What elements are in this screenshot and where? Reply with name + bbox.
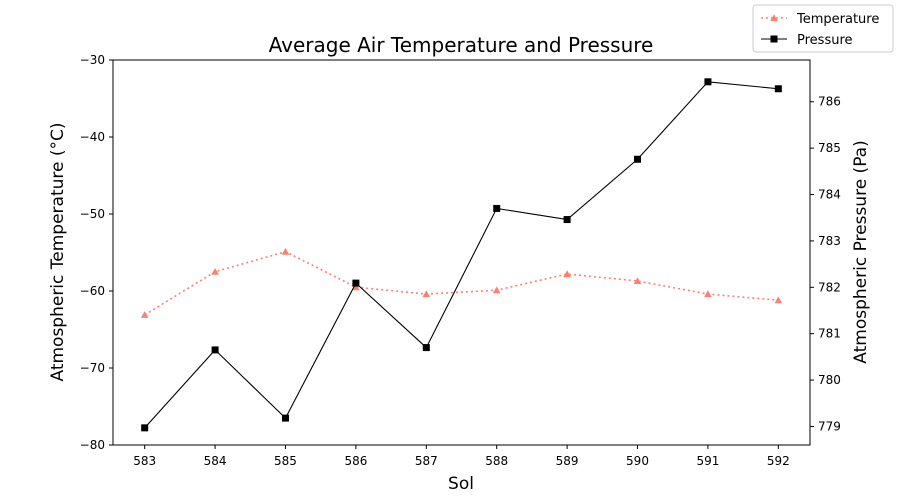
y2-tick-label: 785 <box>818 141 841 155</box>
x-tick-label: 587 <box>415 454 438 468</box>
x-tick-label: 589 <box>556 454 579 468</box>
y-tick-label: −60 <box>80 284 105 298</box>
temperature-point <box>492 286 501 294</box>
y2-tick-label: 784 <box>818 188 841 202</box>
chart-title: Average Air Temperature and Pressure <box>269 33 654 57</box>
y2-axis-title: Atmospheric Pressure (Pa) <box>851 140 871 363</box>
legend-pressure-label: Pressure <box>797 33 853 48</box>
pressure-point <box>352 279 360 287</box>
y-axis-title: Atmospheric Temperature (°C) <box>48 122 68 381</box>
pressure-line <box>144 81 779 429</box>
x-tick-label: 588 <box>485 454 508 468</box>
legend-pressure-marker <box>770 35 778 43</box>
y-axis-ticks: −80 −70 −60 −50 −40 −30 <box>80 53 113 452</box>
x-tick-label: 583 <box>133 454 156 468</box>
pressure-point <box>774 85 782 93</box>
temperature-point <box>774 296 783 304</box>
y2-tick-label: 780 <box>818 373 841 387</box>
x-tick-label: 584 <box>204 454 227 468</box>
y-tick-label: −70 <box>80 361 105 375</box>
x-tick-label: 586 <box>344 454 367 468</box>
series-layer <box>140 78 783 432</box>
pressure-point <box>211 346 219 354</box>
y2-tick-label: 781 <box>818 327 841 341</box>
x-axis-ticks: 583 584 585 586 587 588 589 590 591 592 <box>133 445 790 468</box>
y2-tick-label: 782 <box>818 280 841 294</box>
temperature-point <box>140 311 149 318</box>
pressure-point <box>141 424 149 432</box>
temperature-point <box>704 290 712 298</box>
y-tick-label: −40 <box>80 130 105 144</box>
plot-area <box>112 59 811 446</box>
pressure-point <box>704 78 712 86</box>
legend: Temperature Pressure <box>752 4 894 53</box>
legend-temperature-marker <box>770 14 778 22</box>
temperature-point <box>352 283 360 291</box>
temperature-point <box>422 290 431 298</box>
y2-tick-label: 786 <box>818 95 841 109</box>
x-tick-label: 591 <box>696 454 719 468</box>
legend-box <box>752 4 894 53</box>
x-axis-title: Sol <box>448 474 474 494</box>
y-tick-label: −80 <box>80 438 105 452</box>
y-tick-label: −30 <box>80 53 105 67</box>
pressure-point <box>493 204 501 212</box>
y2-tick-label: 783 <box>818 234 841 248</box>
temperature-point <box>563 270 571 278</box>
pressure-point <box>422 344 430 352</box>
temperature-point <box>281 247 290 255</box>
temperature-point <box>633 277 642 285</box>
x-tick-label: 590 <box>626 454 649 468</box>
legend-temperature-label: Temperature <box>796 12 879 27</box>
pressure-point <box>634 155 642 163</box>
pressure-point <box>563 216 571 224</box>
y2-tick-label: 779 <box>818 419 841 433</box>
temperature-line <box>144 250 779 316</box>
x-tick-label: 585 <box>274 454 297 468</box>
temperature-point <box>211 267 219 275</box>
x-tick-label: 592 <box>767 454 790 468</box>
y2-axis-ticks: 779 780 781 782 783 784 785 786 <box>810 95 841 433</box>
pressure-point <box>281 414 289 422</box>
y-tick-label: −50 <box>80 207 105 221</box>
